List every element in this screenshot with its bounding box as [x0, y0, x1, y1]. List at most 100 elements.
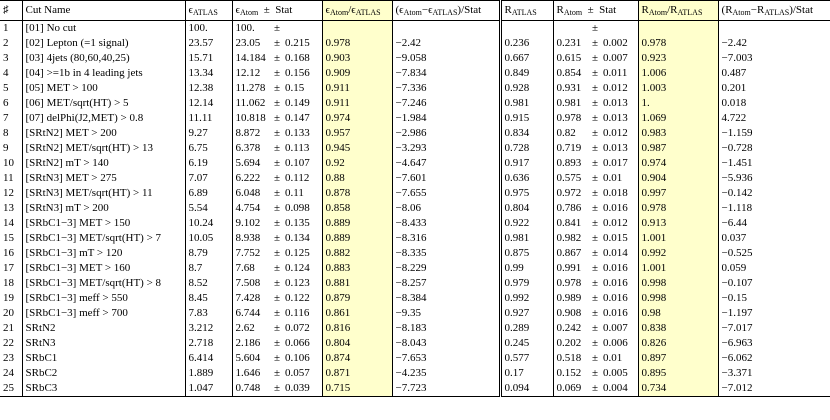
table-cell: −8.183 [395, 322, 427, 334]
table-cell: −8.316 [395, 232, 427, 244]
table-cell: 14.184 [231, 51, 272, 66]
table-cell: 0.017 [603, 157, 628, 169]
table-cell: 0.748 [231, 381, 272, 397]
table-cell: 6 [3, 97, 9, 109]
table-cell: 0.975 [498, 186, 553, 201]
table-cell: 0.981 [498, 96, 553, 111]
table-cell: 0.013 [603, 112, 628, 124]
table-row: 2 [02] Lepton (=1 signal) 23.57 23.05 ±0.215… [0, 36, 830, 51]
table-cell: 12.38 [184, 81, 232, 96]
table-cell: 0.168 [285, 52, 310, 64]
table-cell: 5.604 [231, 351, 272, 366]
table-cell: 0.134 [285, 232, 310, 244]
table-cell: 8 [3, 127, 9, 139]
table-cell: ± [273, 142, 281, 154]
table-cell: 0.998 [637, 291, 719, 306]
table-cell: 0.719 [552, 141, 590, 156]
table-cell: 0.728 [498, 141, 553, 156]
header-text: /R [667, 4, 678, 16]
table-cell: 23.57 [184, 36, 232, 51]
table-cell: −5.936 [721, 172, 753, 184]
table-cell: 0.575 [552, 171, 590, 186]
table-cell: SRbC3 [21, 381, 185, 397]
table-cell: ± [273, 217, 281, 229]
table-cell: 0.978 [321, 36, 393, 51]
table-cell: ± [273, 322, 281, 334]
table-cell: SRtN2 [21, 321, 185, 336]
table-cell: 1.069 [637, 111, 719, 126]
table-cell [498, 20, 553, 36]
table-cell: 7 [3, 112, 9, 124]
table-cell: 17 [3, 262, 14, 274]
table-cell: 24 [3, 367, 14, 379]
table-cell: 0.804 [321, 336, 393, 351]
header-text: Cut Name [25, 4, 71, 16]
table-cell: 0.992 [498, 291, 553, 306]
table-cell: 0.518 [552, 351, 590, 366]
table-cell: ± [273, 292, 281, 304]
table-cell: 0.903 [321, 51, 393, 66]
table-cell: 4.722 [721, 112, 747, 124]
table-cell: −1.984 [395, 112, 427, 124]
table-cell: 0.667 [498, 51, 553, 66]
table-cell: 0.911 [321, 81, 393, 96]
table-cell: 0.202 [552, 336, 590, 351]
table-cell: −9.35 [395, 307, 421, 319]
column-header: RAtom ± Stat [552, 0, 639, 21]
table-cell: 0.057 [285, 367, 310, 379]
header-subscript: Atom [239, 8, 259, 17]
table-cell: 0.107 [285, 157, 310, 169]
table-cell: 0.014 [603, 247, 628, 259]
table-row: 25 SRbC3 1.047 0.748 ±0.039 0.715 −7.723 0.094 0… [0, 381, 830, 397]
table-cell: ± [273, 67, 281, 79]
table-cell: ± [273, 112, 281, 124]
table-row: 17 [SRbC1−3] MET > 160 8.7 7.68 ±0.124 0.883−… [0, 261, 830, 276]
table-cell: 16 [3, 247, 14, 259]
table-cell: 0.734 [637, 381, 719, 397]
table-cell: 4.754 [231, 201, 272, 216]
table-cell: ± [273, 307, 281, 319]
column-header: RAtom/RATLAS [637, 0, 719, 21]
table-cell: 0.156 [285, 67, 310, 79]
table-cell: 0.978 [637, 201, 719, 216]
table-cell: −8.043 [395, 337, 427, 349]
table-cell: 0.974 [637, 156, 719, 171]
table-cell: ± [273, 97, 281, 109]
table-cell: 0.98 [637, 306, 719, 321]
table-cell: SRtN3 [21, 336, 185, 351]
table-cell: 0.289 [498, 321, 553, 336]
table-cell: ± [273, 37, 281, 49]
table-cell: −4.647 [395, 157, 427, 169]
table-cell: ± [591, 127, 599, 139]
table-cell: 0.013 [603, 97, 628, 109]
table-row: 19 [SRbC1−3] meff > 550 8.45 7.428 ±0.122 0.8… [0, 291, 830, 306]
table-cell: ± [591, 367, 599, 379]
table-cell: 0.201 [721, 82, 747, 94]
table-cell: 6.222 [231, 171, 272, 186]
table-row: 5 [05] MET > 100 12.38 11.278 ±0.15 0.911 −7.3… [0, 81, 830, 96]
table-cell: 0.01 [603, 352, 623, 364]
table-cell: 0.786 [552, 201, 590, 216]
table-row: 15 [SRbC1−3] MET/sqrt(HT) > 7 10.05 8.938 ±0… [0, 231, 830, 246]
table-cell: −0.107 [721, 277, 753, 289]
header-text: ϵ [188, 4, 193, 16]
table-cell: 1.006 [637, 66, 719, 81]
table-cell: 0.236 [498, 36, 553, 51]
table-cell: 0.005 [603, 367, 628, 379]
header-subscript: ATLAS [192, 8, 218, 17]
table-cell: [04] >=1b in 4 leading jets [21, 66, 185, 81]
table-cell: 11.278 [231, 81, 272, 96]
table-row: 18 [SRbC1−3] MET/sqrt(HT) > 8 8.52 7.508 ±0.… [0, 276, 830, 291]
table-cell: 0.82 [552, 126, 590, 141]
table-cell: 0.881 [321, 276, 393, 291]
table-cell: 0.882 [321, 246, 393, 261]
table-cell: 0.858 [321, 201, 393, 216]
table-cell: ± [591, 37, 599, 49]
table-row: 16 [SRbC1−3] mT > 120 8.79 7.752 ±0.125 0.882… [0, 246, 830, 261]
table-cell: 0.908 [552, 306, 590, 321]
table-cell: 0.878 [321, 186, 393, 201]
table-cell: −0.142 [721, 187, 753, 199]
header-text: )/Stat [457, 4, 482, 16]
table-cell: 0.122 [285, 292, 310, 304]
